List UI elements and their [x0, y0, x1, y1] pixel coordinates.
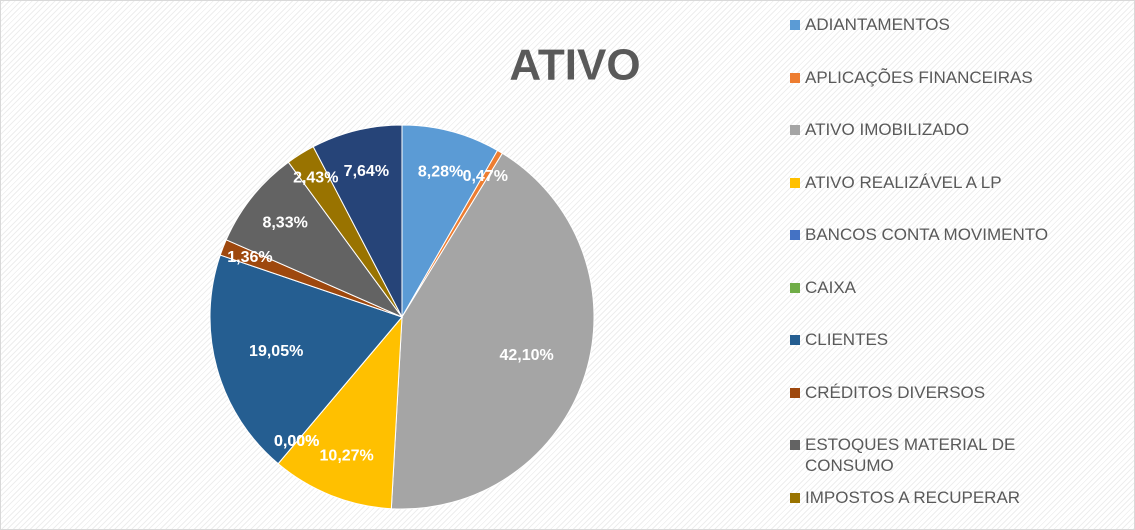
data-label: 19,05% [249, 343, 303, 360]
legend-label: APLICAÇÕES FINANCEIRAS [805, 67, 1033, 87]
data-label: 8,28% [418, 164, 463, 181]
data-label: 0,00% [274, 433, 319, 450]
legend-label: ADIANTAMENTOS [805, 15, 950, 34]
legend-swatch [790, 387, 800, 398]
pie-slice [277, 315, 403, 510]
data-label: 0,00% [274, 433, 319, 450]
legend-item: ATIVO IMOBILIZADO [790, 119, 1120, 140]
pie-slice [225, 161, 404, 319]
legend-label: CLIENTES [805, 330, 889, 349]
legend-swatch [790, 335, 800, 345]
legend-swatch [790, 492, 800, 503]
data-label: 1,36% [227, 249, 272, 266]
legend-label: ATIVO IMOBILIZADO [805, 120, 970, 139]
data-label: 42,10% [499, 347, 553, 364]
pie-slice [312, 124, 403, 318]
data-label: 7,64% [344, 163, 389, 180]
legend-label: IMPOSTOS A RECUPERAR [805, 487, 1021, 507]
legend-swatch [790, 440, 800, 450]
legend-swatch [790, 125, 800, 135]
pie-slice [390, 152, 595, 510]
data-label: 2,43% [293, 170, 338, 187]
legend-item: ADIANTAMENTOS [790, 14, 1120, 35]
legend-label: ATIVO REALIZÁVEL A LP [805, 172, 1002, 192]
legend-item: BANCOS CONTA MOVIMENTO [790, 224, 1120, 245]
legend-label: ESTOQUES MATERIAL DE CONSUMO [805, 435, 1016, 475]
data-label: 10,27% [320, 447, 374, 464]
legend-swatch [790, 72, 800, 83]
data-label: 0,47% [463, 168, 508, 185]
legend-label: CAIXA [805, 277, 857, 297]
legend-item: ESTOQUES MATERIAL DE CONSUMO [790, 434, 1120, 476]
chart-title: ATIVO [509, 41, 640, 90]
legend-item: IMPOSTOS A RECUPERAR [790, 487, 1120, 508]
legend-swatch [790, 282, 800, 293]
pie-slice [401, 124, 499, 319]
legend-item: CAIXA [790, 277, 1120, 298]
legend-item: CLIENTES [790, 329, 1120, 350]
data-label: 8,33% [262, 215, 307, 232]
pie-slice [209, 254, 403, 465]
legend-swatch [790, 20, 800, 30]
legend-label: CRÉDITOS DIVERSOS [805, 382, 986, 402]
legend-item: CRÉDITOS DIVERSOS [790, 382, 1120, 403]
legend-item: APLICAÇÕES FINANCEIRAS [790, 67, 1120, 88]
legend-item: ATIVO REALIZÁVEL A LP [790, 172, 1120, 193]
legend-label: BANCOS CONTA MOVIMENTO [805, 225, 1049, 244]
legend-swatch [790, 230, 800, 240]
legend-swatch [790, 177, 800, 188]
